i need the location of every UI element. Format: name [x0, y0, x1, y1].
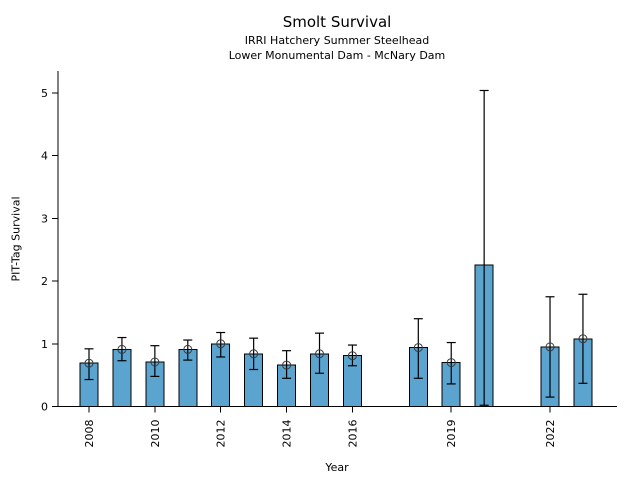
axes-group: [52, 71, 617, 413]
y-tick-label-0: 0: [41, 401, 48, 414]
y-tick-label-3: 3: [41, 212, 48, 225]
marker-2010: [150, 357, 160, 367]
x-tick-label-2016: 2016: [346, 420, 359, 448]
marker-2015: [315, 349, 325, 359]
marker-2014: [282, 360, 292, 370]
x-tick-label-2012: 2012: [215, 420, 228, 448]
marker-2009: [117, 344, 127, 354]
marker-2019: [446, 358, 456, 368]
y-axis-label: PIT-Tag Survival: [9, 196, 23, 282]
marker-2011: [183, 344, 193, 354]
marker-2012: [216, 339, 226, 349]
marker-2008: [84, 358, 94, 368]
bars-group: [79, 264, 593, 408]
error-bars-group: [84, 89, 588, 406]
marker-2018: [413, 343, 423, 353]
chart-title: Smolt Survival: [282, 13, 392, 31]
y-tick-label-4: 4: [41, 150, 48, 163]
marker-2016: [347, 351, 357, 361]
x-axis-label: Year: [325, 461, 349, 474]
y-tick-label-5: 5: [41, 87, 48, 100]
marker-2022: [545, 342, 555, 352]
x-tick-label-2014: 2014: [281, 420, 294, 448]
chart-subtitle-line1: IRRI Hatchery Summer Steelhead: [244, 34, 430, 47]
y-tick-label-1: 1: [41, 338, 48, 351]
x-tick-label-2022: 2022: [544, 420, 557, 448]
y-tick-label-2: 2: [41, 275, 48, 288]
x-tick-label-2008: 2008: [83, 420, 96, 448]
marker-2013: [249, 349, 259, 359]
x-tick-label-2019: 2019: [445, 420, 458, 448]
chart-subtitle-line2: Lower Monumental Dam - McNary Dam: [228, 49, 446, 62]
marker-2023: [578, 334, 588, 344]
x-tick-label-2010: 2010: [149, 420, 162, 448]
markers-group: [84, 334, 588, 370]
